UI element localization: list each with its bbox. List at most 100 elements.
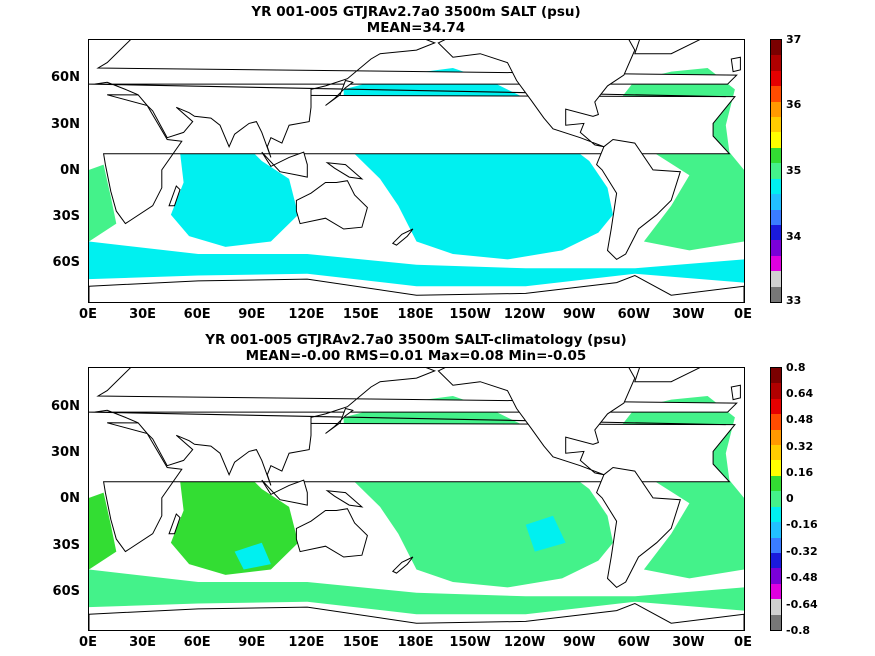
colorbar [770, 39, 782, 303]
colorbar-label: -0.16 [786, 518, 818, 531]
colorbar-segment [771, 583, 781, 600]
colorbar-label: 0.64 [786, 387, 814, 400]
colorbar-label: 36 [786, 98, 802, 111]
coastline [168, 185, 181, 207]
colorbar-segment [771, 117, 781, 133]
coastline [437, 368, 636, 476]
colorbar-segment [771, 445, 781, 461]
colorbar-label: 0.16 [786, 466, 814, 479]
panel-title-line1: YR 001-005 GTJRAv2.7a0 3500m SALT-climat… [205, 332, 627, 348]
colorbar-segment [771, 460, 781, 477]
lon-label: 0E [734, 635, 752, 650]
ocean-salinity-region [170, 143, 299, 247]
colorbar-segment [771, 522, 781, 539]
lon-label: 90E [238, 635, 266, 650]
coastline [437, 40, 636, 148]
colorbar-segment [771, 414, 781, 431]
lon-label: 90W [563, 635, 596, 650]
colorbar-segment [771, 224, 781, 241]
coastline [596, 138, 681, 261]
ocean-salinity-region [234, 542, 271, 570]
salinity-anomaly-map [88, 367, 745, 631]
lat-label: 30S [52, 209, 80, 224]
colorbar-segment [771, 132, 781, 149]
colorbar-label: -0.64 [786, 598, 818, 611]
coastline [168, 513, 181, 535]
lon-label: 30E [129, 307, 157, 322]
colorbar-segment [771, 614, 781, 631]
colorbar-segment [771, 163, 781, 180]
colorbar-segment [771, 147, 781, 164]
coastline [89, 274, 744, 302]
lon-label: 0E [79, 635, 97, 650]
colorbar-segment [771, 240, 781, 257]
colorbar-segment [771, 286, 781, 303]
lat-label: 60S [52, 255, 80, 270]
lat-label: 30N [51, 117, 80, 132]
lat-label: 30N [51, 445, 80, 460]
colorbar-segment [771, 506, 781, 523]
coastline [89, 40, 738, 158]
colorbar-label: -0.48 [786, 571, 818, 584]
lat-label: 60N [51, 399, 80, 414]
coastline [325, 79, 354, 106]
ocean-salinity-region [525, 515, 566, 552]
panel-title-line2: MEAN=-0.00 RMS=0.01 Max=0.08 Min=-0.05 [245, 348, 587, 364]
lon-label: 30W [672, 635, 705, 650]
lon-label: 120W [503, 307, 546, 322]
coastline [634, 368, 701, 383]
lon-label: 60W [617, 307, 651, 322]
coastline [261, 479, 308, 506]
colorbar-label: -0.32 [786, 545, 818, 558]
coastline [596, 466, 681, 589]
ocean-salinity-region [170, 471, 299, 575]
colorbar-segment [771, 599, 781, 616]
ocean-salinity-region [89, 569, 744, 615]
ocean-salinity-region [89, 492, 117, 570]
lon-label: 0E [79, 307, 97, 322]
coastline [391, 556, 414, 574]
colorbar-segment [771, 209, 781, 226]
lon-label: 120E [288, 307, 325, 322]
colorbar-segment [771, 537, 781, 554]
colorbar-segment [771, 271, 781, 288]
panel-title-line2: MEAN=34.74 [366, 20, 466, 36]
colorbar-segment [771, 552, 781, 569]
lon-label: 90E [238, 307, 266, 322]
coastline [261, 151, 308, 178]
map-canvas [89, 368, 744, 630]
lon-label: 90W [563, 307, 596, 322]
coastline [634, 40, 701, 55]
coastline [89, 602, 744, 630]
colorbar-segment [771, 101, 781, 118]
colorbar [770, 367, 782, 631]
colorbar-label: 0.48 [786, 413, 814, 426]
coastline [295, 180, 368, 230]
lon-label: 180E [397, 307, 434, 322]
colorbar-label: 35 [786, 164, 802, 177]
colorbar-label: 0.8 [786, 361, 806, 374]
lon-label: 150E [342, 307, 379, 322]
colorbar-segment [771, 55, 781, 72]
colorbar-segment [771, 398, 781, 415]
coastline [325, 490, 364, 508]
lon-label: 0E [734, 307, 752, 322]
colorbar-segment [771, 194, 781, 211]
lon-label: 60E [183, 307, 211, 322]
coastline [325, 407, 354, 434]
lon-label: 150W [449, 307, 491, 322]
colorbar-label: 33 [786, 294, 802, 307]
colorbar-segment [771, 383, 781, 400]
lon-label: 60W [617, 635, 651, 650]
lon-label: 120W [503, 635, 546, 650]
colorbar-segment [771, 70, 781, 87]
lon-label: 180E [397, 635, 434, 650]
lon-label: 120E [288, 635, 325, 650]
colorbar-segment [771, 429, 781, 446]
colorbar-segment [771, 178, 781, 195]
salinity-map [88, 39, 745, 303]
colorbar-segment [771, 86, 781, 103]
lon-label: 30E [129, 635, 157, 650]
coastline [391, 228, 414, 246]
coastline [730, 56, 741, 73]
